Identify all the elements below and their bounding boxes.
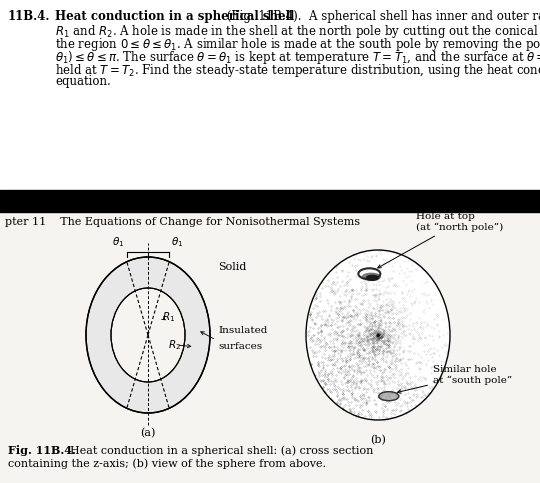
Text: pter 11    The Equations of Change for Nonisothermal Systems: pter 11 The Equations of Change for Noni… xyxy=(5,217,360,227)
Text: Solid: Solid xyxy=(218,262,246,272)
Text: 11B.4.: 11B.4. xyxy=(8,10,51,23)
Ellipse shape xyxy=(306,250,450,420)
Text: Similar hole
at “south pole”: Similar hole at “south pole” xyxy=(397,365,512,393)
Text: Heat conduction in a spherical shell: (a) cross section: Heat conduction in a spherical shell: (a… xyxy=(63,445,373,455)
Text: $R_1$: $R_1$ xyxy=(162,310,175,324)
Text: (Fig. 11B.4).  A spherical shell has inner and outer radii: (Fig. 11B.4). A spherical shell has inne… xyxy=(223,10,540,23)
Polygon shape xyxy=(86,257,210,413)
Text: $R_2$: $R_2$ xyxy=(168,338,181,352)
Ellipse shape xyxy=(379,392,399,401)
Text: equation.: equation. xyxy=(55,75,111,88)
Ellipse shape xyxy=(359,268,380,279)
Text: Hole at top
(at “north pole”): Hole at top (at “north pole”) xyxy=(377,212,503,268)
Ellipse shape xyxy=(362,273,380,280)
Text: (a): (a) xyxy=(140,428,156,438)
Text: $\theta_1$: $\theta_1$ xyxy=(171,235,184,249)
Text: (b): (b) xyxy=(370,435,386,445)
Text: held at $T = T_2$. Find the steady-state temperature distribution, using the hea: held at $T = T_2$. Find the steady-state… xyxy=(55,62,540,79)
Text: $\theta_1$: $\theta_1$ xyxy=(112,235,125,249)
Text: Fig. 11B.4.: Fig. 11B.4. xyxy=(8,445,76,456)
Text: Heat conduction in a spherical shell: Heat conduction in a spherical shell xyxy=(55,10,294,23)
Text: containing the z-axis; (b) view of the sphere from above.: containing the z-axis; (b) view of the s… xyxy=(8,458,326,469)
Text: surfaces: surfaces xyxy=(218,342,262,351)
Text: $R_1$ and $R_2$. A hole is made in the shell at the north pole by cutting out th: $R_1$ and $R_2$. A hole is made in the s… xyxy=(55,23,540,40)
Text: the region $0 \leq \theta \leq \theta_1$. A similar hole is made at the south po: the region $0 \leq \theta \leq \theta_1$… xyxy=(55,36,540,53)
Text: $\theta_1) \leq \theta \leq \pi$. The surface $\theta = \theta_1$ is kept at tem: $\theta_1) \leq \theta \leq \pi$. The su… xyxy=(55,49,540,66)
Text: Insulated: Insulated xyxy=(218,326,267,335)
Ellipse shape xyxy=(366,275,379,280)
